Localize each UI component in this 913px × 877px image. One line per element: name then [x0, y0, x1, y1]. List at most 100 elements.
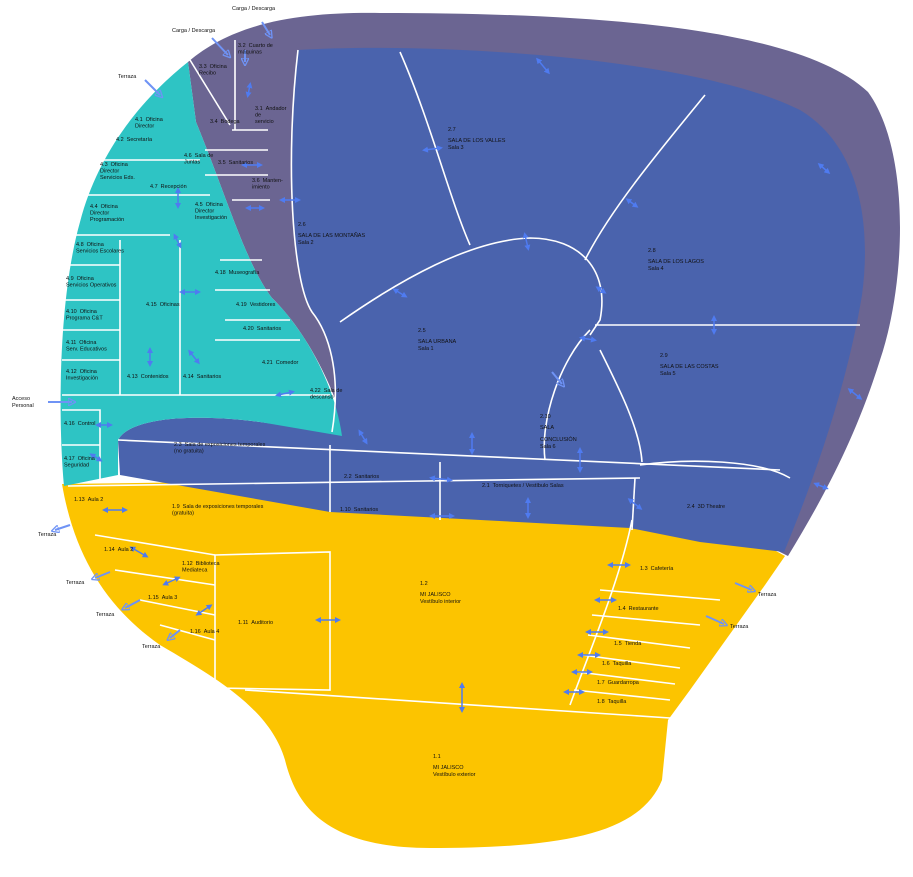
room-number: 1.9 — [172, 504, 180, 510]
room-name: Oficina — [210, 64, 228, 70]
room-number: 4.22 — [310, 388, 321, 394]
room-name: Oficina — [206, 202, 224, 208]
room-number: 4.2 — [116, 137, 124, 143]
room-name: Comedor — [276, 360, 299, 366]
room-name: Oficina — [80, 309, 98, 315]
room-name: Control — [78, 421, 96, 427]
room-name: descanso — [310, 395, 334, 401]
room-name: MI JALISCO — [433, 765, 464, 771]
room-name: Aula 2 — [88, 497, 104, 503]
room-name: Sanitarios — [257, 326, 282, 332]
room-number: 2.8 — [648, 248, 656, 254]
room-name: Oficina — [87, 242, 105, 248]
room-number: 1.1 — [433, 754, 441, 760]
room-name: Sala de exposiciones temporales — [185, 442, 266, 448]
room-number: 4.20 — [243, 326, 254, 332]
room-name: SALA DE LAS MONTAÑAS — [298, 232, 365, 239]
room-number: 1.4 — [618, 606, 626, 612]
room-number: 2.10 — [540, 414, 551, 420]
room-number: 1.13 — [74, 497, 85, 503]
room-number: 1.7 — [597, 680, 605, 686]
room-name: Aula 2 — [118, 547, 134, 553]
room-name: Sanitarios — [197, 374, 222, 380]
room-name: Director — [100, 169, 119, 175]
room-number: 1.10 — [340, 507, 351, 513]
room-name: servicio — [255, 119, 274, 125]
annotation: Acceso — [12, 396, 30, 402]
room-name: Oficina — [111, 162, 129, 168]
room-number: 3.3 — [199, 64, 207, 70]
annotation: Personal — [12, 403, 34, 409]
room-name: Sala de exposiciones temporales — [183, 504, 264, 510]
room-name: de — [255, 113, 261, 119]
room-name: SALA DE LAS COSTAS — [660, 364, 719, 370]
room-note: Vestíbulo interior — [420, 599, 461, 605]
room-note: Sala 2 — [298, 240, 314, 246]
room-name: imiento — [252, 185, 270, 191]
annotation: Carga / Descarga — [172, 28, 216, 34]
room-name: máquinas — [238, 50, 262, 56]
room-name: Mediateca — [182, 568, 208, 574]
room-note: Sala 4 — [648, 266, 664, 272]
room-name: Oficina — [146, 117, 164, 123]
annotation: Terraza — [118, 74, 137, 80]
room-name: Investigación — [195, 215, 227, 221]
room-name: Programación — [90, 217, 124, 223]
room-number: 4.19 — [236, 302, 247, 308]
room-name: Guardarropa — [608, 680, 640, 686]
room-name: (no gratuita) — [174, 449, 204, 455]
room-number: 4.11 — [66, 340, 76, 346]
room-number: 4.13 — [127, 374, 138, 380]
room-name: Cuarto de — [249, 43, 273, 49]
room-name: Oficina — [80, 369, 98, 375]
annotation: Terraza — [142, 644, 161, 650]
room-name: Biblioteca — [196, 561, 221, 567]
room-number: 3.4 — [210, 119, 218, 125]
room-number: 1.3 — [640, 566, 648, 572]
room-name: Cafetería — [651, 566, 675, 572]
room-number: 4.18 — [215, 270, 226, 276]
room-number: 2.7 — [448, 127, 456, 133]
room-name: (gratuita) — [172, 511, 194, 517]
room-name: Contenidos — [141, 374, 169, 380]
room-name: Sanitarios — [354, 507, 379, 513]
room-number: 4.6 — [184, 153, 192, 159]
room-number: 1.8 — [597, 699, 605, 705]
room-name: Oficina — [77, 276, 95, 282]
room-name: Bodega — [221, 119, 241, 125]
room-number: 2.9 — [660, 353, 668, 359]
room-name: SALA — [540, 425, 554, 431]
room-number: 4.8 — [76, 242, 84, 248]
room-name: Sala de — [195, 153, 214, 159]
room-name: Servicios Eds. — [100, 175, 135, 181]
room-name: Taquilla — [608, 699, 628, 705]
room-name: Oficina — [101, 204, 119, 210]
room-number: 1.11 — [238, 620, 248, 626]
room-name: Vestidores — [250, 302, 276, 308]
room-number: 1.6 — [602, 661, 610, 667]
floor-plan: Carga / DescargaCarga / DescargaTerrazaA… — [0, 0, 913, 877]
room-name: Sanitarios — [355, 474, 380, 480]
room-note: Sala 3 — [448, 145, 464, 151]
room-number: 4.10 — [66, 309, 77, 315]
room-name: Investigación — [66, 376, 98, 382]
room-name: Andador — [266, 106, 287, 112]
room-number: 4.14 — [183, 374, 194, 380]
room-number: 1.16 — [190, 629, 201, 635]
room-note: Sala 6 — [540, 444, 556, 450]
room-note: Sala 5 — [660, 371, 676, 377]
annotation: Terraza — [96, 612, 115, 618]
room-name: SALA DE LOS VALLES — [448, 138, 506, 144]
room-number: 2.1 — [482, 483, 490, 489]
room-name: Sanitarios — [229, 160, 254, 166]
room-number: 4.9 — [66, 276, 74, 282]
room-number: 4.17 — [64, 456, 75, 462]
room-name: Sala de — [324, 388, 343, 394]
room-number: 4.15 — [146, 302, 157, 308]
room-number: 4.5 — [195, 202, 203, 208]
room-name: 3D Theatre — [698, 504, 725, 510]
room-number: 4.12 — [66, 369, 77, 375]
room-name: Manten- — [263, 178, 283, 184]
room-name: Programa C&T — [66, 316, 103, 322]
room-name: Taquilla — [613, 661, 633, 667]
